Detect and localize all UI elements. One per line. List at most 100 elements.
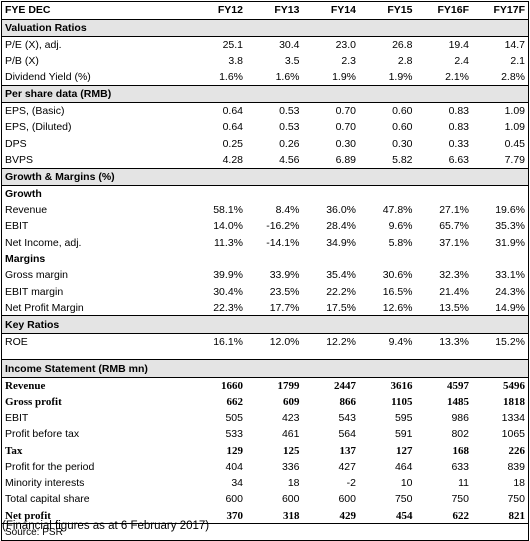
table-row: Net Income, adj. 11.3% -14.1% 34.9% 5.8% 37.1… xyxy=(2,234,529,250)
cell-value: 564 xyxy=(338,428,356,441)
cell-value: 28.4% xyxy=(326,220,356,233)
cell-value: 1.9% xyxy=(388,70,413,83)
cell-value: 622 xyxy=(452,509,470,522)
table-row: Profit for the period 404 336 427 464 633 839 xyxy=(2,459,529,475)
cell-value: 58.1% xyxy=(213,204,243,217)
cell-value: 14.9% xyxy=(495,301,525,314)
footnote: (Financial figures as at 6 February 2017… xyxy=(2,520,210,532)
cell-value: 986 xyxy=(451,411,469,424)
cell-value: 15.2% xyxy=(495,335,525,348)
cell-value: 0.60 xyxy=(392,121,413,134)
cell-value: 2447 xyxy=(334,379,356,392)
row-label: Revenue xyxy=(5,204,48,217)
cell-value: 26.8 xyxy=(392,38,413,51)
row-label: Net profit xyxy=(5,509,51,522)
cell-value: 21.4% xyxy=(439,285,469,298)
cell-value: 37.1% xyxy=(439,236,469,249)
row-label: EBIT margin xyxy=(5,285,64,298)
spacer-row xyxy=(2,350,529,360)
cell-value: 1.9% xyxy=(332,70,356,83)
cell-value: -2 xyxy=(346,477,356,490)
cell-value: -14.1% xyxy=(266,236,300,249)
cell-value: 226 xyxy=(508,444,526,457)
row-label: Minority interests xyxy=(5,477,85,490)
cell-value: 0.30 xyxy=(335,137,356,150)
cell-value: 4.56 xyxy=(279,153,300,166)
cell-value: 22.3% xyxy=(213,301,243,314)
cell-value: 0.53 xyxy=(279,121,300,134)
row-label: Gross profit xyxy=(5,395,62,408)
cell-value: 750 xyxy=(451,493,469,506)
cell-value: 609 xyxy=(283,395,300,408)
cell-value: 65.7% xyxy=(439,220,469,233)
cell-value: 12.6% xyxy=(382,301,413,314)
section-header-key-ratios: Key Ratios xyxy=(1,315,529,334)
cell-value: 13.5% xyxy=(439,301,469,314)
table-row: P/E (X), adj. 25.1 30.4 23.0 26.8 19.4 14.7 xyxy=(2,37,529,53)
section-header-valuation: Valuation Ratios xyxy=(1,18,529,37)
cell-value: 2.8% xyxy=(501,70,525,83)
table-row: EBIT 505 423 543 595 986 1334 xyxy=(2,410,529,426)
section-header-income-statement: Income Statement (RMB mn) xyxy=(1,359,529,378)
row-label: EPS, (Diluted) xyxy=(5,121,72,134)
cell-value: 22.2% xyxy=(326,285,356,298)
cell-value: 35.3% xyxy=(495,220,525,233)
cell-value: 18 xyxy=(287,477,300,490)
cell-value: 1065 xyxy=(501,428,525,441)
table-row: EPS, (Basic) 0.64 0.53 0.70 0.60 0.83 1.09 xyxy=(2,103,529,119)
cell-value: 600 xyxy=(281,493,300,506)
cell-value: 14.7 xyxy=(504,38,525,51)
cell-value: 464 xyxy=(394,460,413,473)
cell-value: 168 xyxy=(452,444,470,457)
cell-value: 24.3% xyxy=(495,285,525,298)
cell-value: 5496 xyxy=(503,379,525,392)
row-label: P/E (X), adj. xyxy=(5,38,62,51)
cell-value: 47.8% xyxy=(382,204,413,217)
cell-value: 600 xyxy=(225,493,243,506)
row-label: DPS xyxy=(5,137,27,150)
cell-value: 125 xyxy=(283,444,300,457)
row-label: Profit before tax xyxy=(5,428,80,441)
cell-value: 2.4 xyxy=(454,54,469,67)
cell-value: 33.9% xyxy=(269,269,300,282)
header-label: FYE DEC xyxy=(1,1,190,20)
row-label: EPS, (Basic) xyxy=(5,105,65,118)
cell-value: 0.60 xyxy=(392,105,413,118)
year-header: FY16F xyxy=(415,1,472,20)
cell-value: 16.1% xyxy=(213,335,243,348)
cell-value: 129 xyxy=(226,444,244,457)
cell-value: 839 xyxy=(507,460,525,473)
cell-value: 23.5% xyxy=(269,285,300,298)
row-label: Net Profit Margin xyxy=(5,301,84,314)
cell-value: 12.2% xyxy=(326,335,356,348)
table-row: Minority interests 34 18 -2 10 11 18 xyxy=(2,475,529,491)
cell-value: 423 xyxy=(281,411,300,424)
cell-value: 2.8 xyxy=(397,54,413,67)
cell-value: 662 xyxy=(226,395,244,408)
row-label: ROE xyxy=(5,335,28,348)
cell-value: 0.64 xyxy=(222,121,243,134)
cell-value: 0.70 xyxy=(335,121,356,134)
row-label: EBIT xyxy=(5,220,29,233)
year-header: FY12 xyxy=(189,1,246,20)
cell-value: 31.9% xyxy=(495,236,525,249)
year-header: FY13 xyxy=(246,1,303,20)
cell-value: 461 xyxy=(281,428,300,441)
section-header-growth-margins: Growth & Margins (%) xyxy=(1,167,529,187)
cell-value: 27.1% xyxy=(439,204,469,217)
cell-value: 32.3% xyxy=(439,269,469,282)
cell-value: 9.6% xyxy=(388,220,413,233)
cell-value: 821 xyxy=(508,509,526,522)
cell-value: 2.3 xyxy=(341,54,356,67)
cell-value: 30.4 xyxy=(279,38,300,51)
cell-value: 2.1% xyxy=(445,70,469,83)
cell-value: 750 xyxy=(394,493,413,506)
table-row: EBIT 14.0% -16.2% 28.4% 9.6% 65.7% 35.3% xyxy=(2,218,529,234)
cell-value: 39.9% xyxy=(213,269,243,282)
row-label: Net Income, adj. xyxy=(5,236,82,249)
cell-value: 543 xyxy=(338,411,356,424)
cell-value: 30.6% xyxy=(382,269,413,282)
table-row: Revenue 58.1% 8.4% 36.0% 47.8% 27.1% 19.6% xyxy=(2,202,529,218)
cell-value: 1818 xyxy=(503,395,525,408)
cell-value: 7.79 xyxy=(504,153,525,166)
